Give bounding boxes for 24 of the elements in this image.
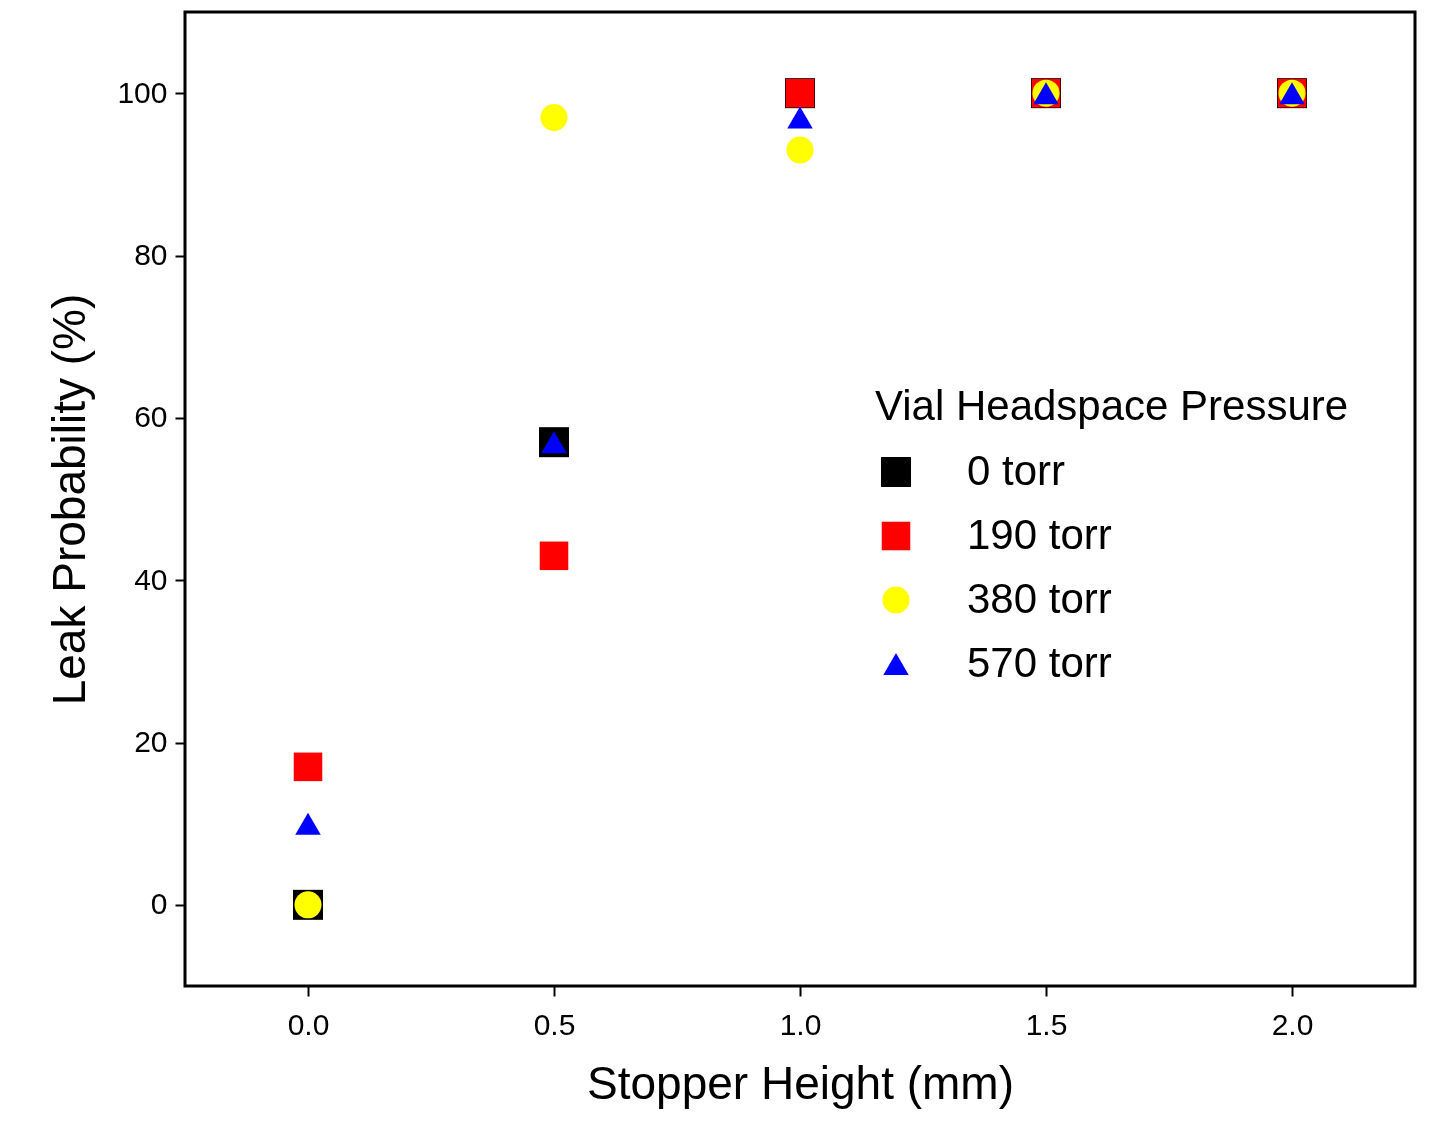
legend-label: 380 torr [967, 575, 1112, 622]
legend-label: 570 torr [967, 639, 1112, 686]
y-tick-label: 60 [134, 400, 168, 434]
x-tick-label: 0.5 [533, 1007, 576, 1041]
point [540, 104, 568, 132]
y-tick-label: 20 [134, 725, 168, 758]
point [293, 752, 323, 782]
x-tick-label: 1.0 [779, 1007, 822, 1041]
x-axis-title: Stopper Height (mm) [587, 1056, 1014, 1109]
y-tick-label: 100 [117, 75, 168, 109]
y-axis-title: Leak Probability (%) [43, 293, 96, 706]
point [787, 106, 813, 129]
y-tick-label: 0 [150, 887, 168, 921]
y-tick-label: 80 [134, 238, 168, 271]
legend-title: Vial Headspace Pressure [875, 382, 1349, 429]
x-tick-label: 1.5 [1025, 1007, 1068, 1041]
x-tick-label: 2.0 [1271, 1007, 1314, 1041]
y-tick-label: 40 [134, 562, 168, 596]
point [295, 812, 321, 835]
legend-label: 0 torr [967, 447, 1066, 494]
point [786, 136, 814, 164]
point [539, 541, 569, 571]
legend-label: 190 torr [967, 511, 1112, 558]
x-tick-label: 0.0 [287, 1007, 330, 1041]
